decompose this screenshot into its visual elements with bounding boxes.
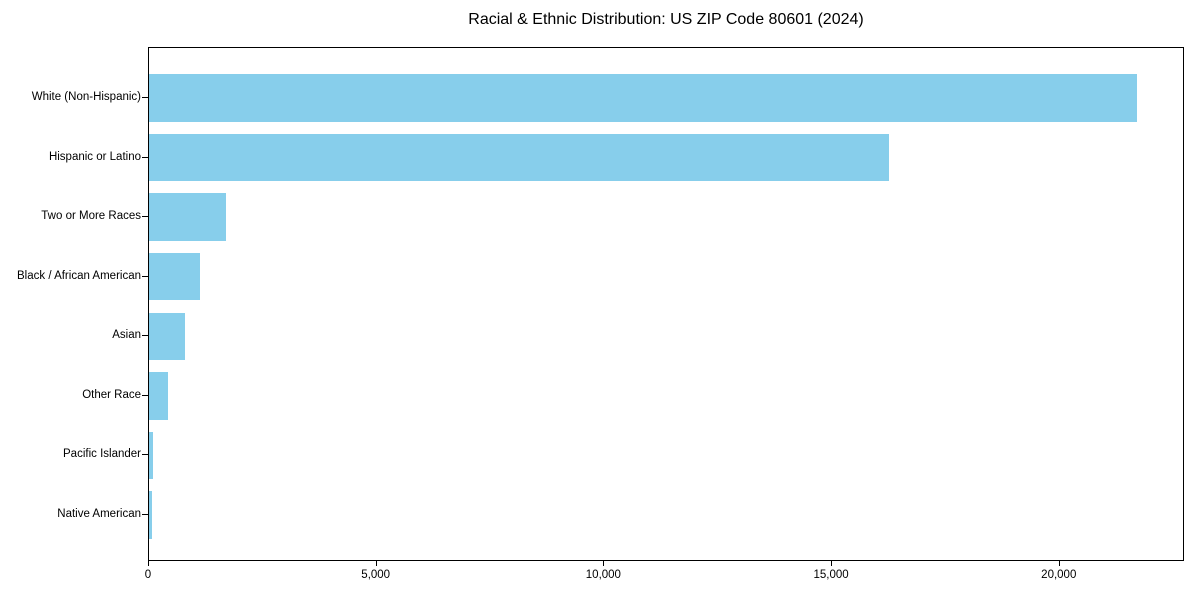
bar-white-non-hispanic [149, 74, 1138, 122]
bar-asian [149, 312, 186, 361]
x-tick-mark [831, 561, 833, 566]
y-tick-mark [142, 275, 148, 277]
x-tick-label: 15,000 [813, 569, 849, 581]
y-tick-mark [142, 97, 148, 98]
y-tick-label: Hispanic or Latino [48, 150, 141, 163]
x-tick-label: 20,000 [1041, 569, 1077, 581]
plot-area [148, 47, 1184, 561]
bar-other-race [149, 372, 169, 420]
y-tick-mark [142, 454, 148, 456]
chart-title: Racial & Ethnic Distribution: US ZIP Cod… [468, 11, 864, 28]
y-tick-label: Black / African American [17, 269, 141, 282]
x-tick-mark [148, 561, 149, 566]
y-tick-label: Two or More Races [41, 210, 141, 223]
y-tick-mark [142, 513, 148, 515]
x-tick-label: 0 [144, 569, 152, 581]
x-tick-mark [1058, 561, 1060, 566]
y-tick-mark [142, 156, 148, 158]
y-tick-label: Pacific Islander [63, 448, 141, 461]
y-tick-mark [142, 335, 148, 337]
x-tick-label: 10,000 [585, 569, 621, 581]
bar-pacific-islander [149, 431, 154, 480]
bar-native-american [149, 491, 152, 539]
x-tick-mark [603, 561, 605, 566]
y-tick-label: White (Non-Hispanic) [31, 91, 141, 103]
y-tick-label: Asian [112, 329, 141, 342]
y-tick-label: Other Race [82, 388, 141, 401]
x-tick-mark [375, 561, 377, 566]
y-tick-mark [142, 216, 148, 218]
bar-two-or-more-races [149, 193, 226, 241]
y-tick-mark [142, 394, 148, 396]
bar-black-african-american [149, 252, 201, 301]
bar-hispanic-or-latino [149, 133, 889, 182]
y-tick-label: Native American [57, 507, 141, 520]
x-tick-label: 5,000 [361, 569, 391, 581]
